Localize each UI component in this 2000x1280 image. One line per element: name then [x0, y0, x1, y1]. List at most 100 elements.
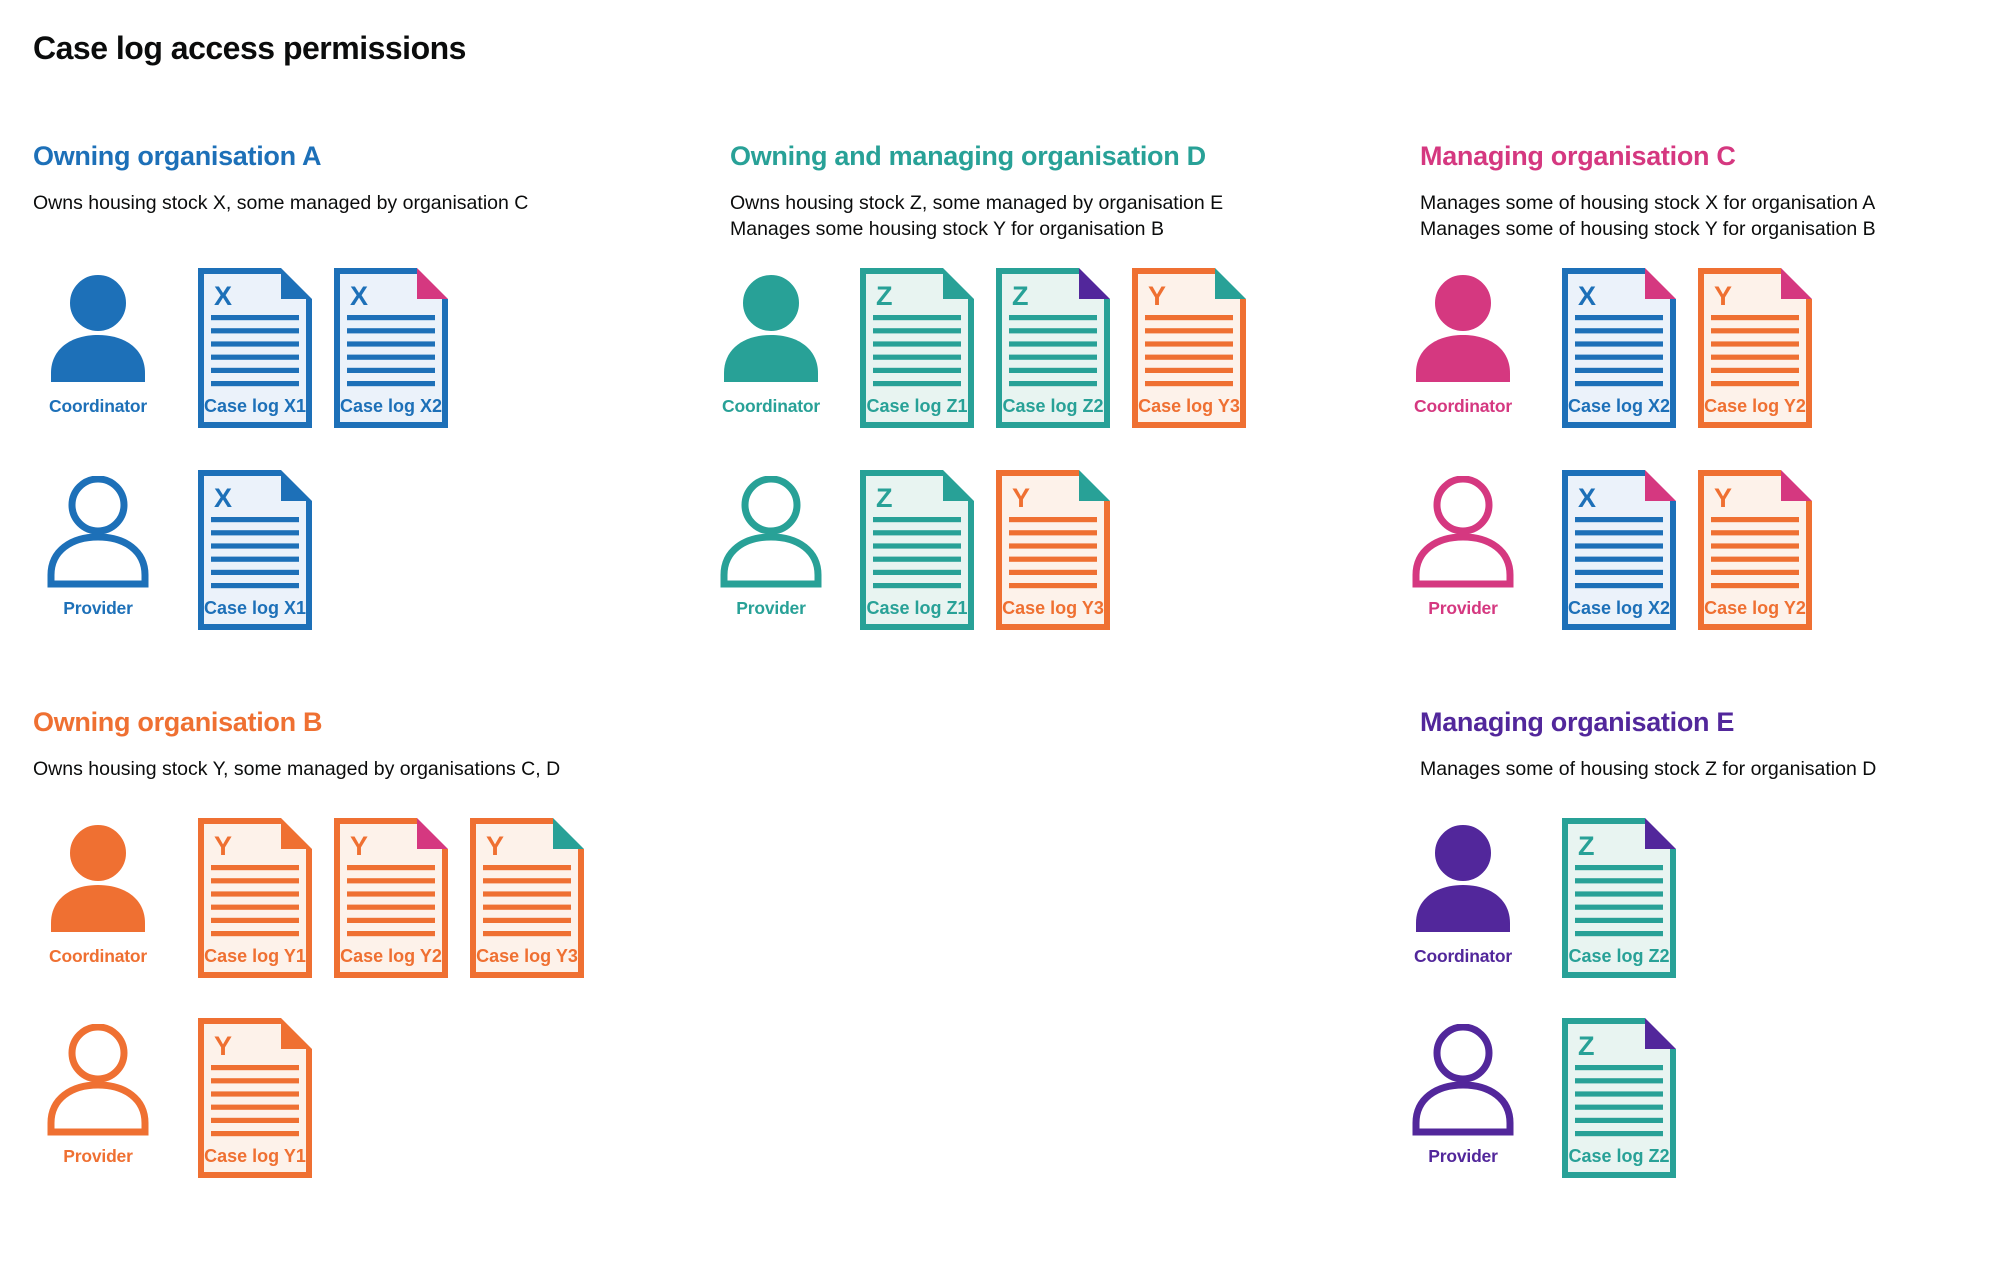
person-block: Coordinator — [1406, 824, 1520, 967]
section-title: Owning and managing organisation D — [730, 141, 1206, 171]
doc-line — [1575, 569, 1663, 575]
docs-group: Z Case log Z1 Z Case log Z2 Y Case log Y3 — [860, 268, 1246, 428]
doc-line — [873, 328, 961, 334]
doc-line — [1575, 583, 1663, 589]
doc-line — [1009, 517, 1097, 523]
person-head — [68, 476, 128, 535]
provider-row: Provider Z Case log Z1 Y Case log Y3 — [720, 470, 1350, 635]
provider-icon — [47, 1024, 149, 1136]
doc-page — [863, 271, 971, 425]
doc-line — [1575, 865, 1663, 871]
doc-fold-icon — [553, 818, 584, 849]
doc-fold-icon — [1645, 470, 1676, 501]
doc-page — [337, 271, 445, 425]
section-subtitle-line: Manages some housing stock Y for organis… — [730, 218, 1164, 240]
case-log-doc: Y Case log Y2 — [1698, 470, 1812, 630]
doc-fold-icon — [1079, 470, 1110, 501]
doc-fold-icon — [281, 1018, 312, 1049]
doc-border — [1562, 268, 1676, 428]
doc-label: Case log X2 — [1568, 396, 1670, 416]
org-section-d: Owning and managing organisation D Owns h… — [720, 140, 1350, 630]
doc-letter: Y — [214, 1031, 232, 1061]
doc-line — [347, 904, 435, 910]
doc-line — [1575, 367, 1663, 373]
docs-group: Z Case log Z2 — [1562, 818, 1676, 978]
case-log-doc: X Case log X1 — [198, 470, 312, 630]
doc-label: Case log Y3 — [1002, 598, 1104, 618]
doc-letter: Z — [876, 483, 893, 513]
case-log-doc: X Case log X1 — [198, 268, 312, 428]
doc-line — [211, 891, 299, 897]
doc-line — [211, 865, 299, 871]
role-label: Coordinator — [722, 396, 820, 416]
doc-label: Case log X2 — [340, 396, 442, 416]
doc-line — [347, 367, 435, 373]
doc-line — [347, 381, 435, 387]
doc-line — [1145, 341, 1233, 347]
doc-page — [1565, 821, 1673, 975]
case-log-doc: Z Case log Z2 — [1562, 1018, 1676, 1178]
doc-line — [211, 556, 299, 562]
role-label: Provider — [63, 598, 133, 618]
doc-page — [201, 821, 309, 975]
coordinator-icon — [724, 275, 818, 382]
doc-label: Case log X2 — [1568, 598, 1670, 618]
person-head — [70, 825, 126, 881]
doc-page — [999, 271, 1107, 425]
person-block: Provider — [1406, 1024, 1520, 1167]
person-head — [1433, 476, 1493, 535]
doc-line — [1009, 354, 1097, 360]
doc-label: Case log Y2 — [340, 946, 442, 966]
doc-line — [1575, 1117, 1663, 1123]
doc-line — [1711, 583, 1799, 589]
coordinator-row: Coordinator Z Case log Z1 Z Case log Z2 Y Case… — [722, 268, 1350, 433]
section-subtitle-line: Manages some of housing stock Y for orga… — [1420, 218, 1876, 240]
coordinator-icon — [51, 825, 145, 932]
doc-letter: Z — [1578, 831, 1595, 861]
coordinator-icon — [1416, 275, 1510, 382]
person-block: Coordinator — [1406, 274, 1520, 417]
doc-border — [996, 268, 1110, 428]
doc-line — [1145, 315, 1233, 321]
section-subtitle-line: Owns housing stock X, some managed by or… — [33, 192, 529, 214]
role-label: Provider — [1428, 1146, 1498, 1166]
section-title: Managing organisation E — [1420, 707, 1735, 737]
case-log-doc: X Case log X2 — [334, 268, 448, 428]
doc-line — [1575, 878, 1663, 884]
doc-line — [1711, 328, 1799, 334]
provider-row: Provider X Case log X1 — [33, 470, 653, 635]
doc-letter: Z — [876, 281, 893, 311]
docs-group: X Case log X2 Y Case log Y2 — [1562, 268, 1812, 428]
doc-label: Case log Y3 — [1138, 396, 1240, 416]
doc-letter: Y — [1148, 281, 1166, 311]
org-section-e: Managing organisation E Manages some of h… — [1412, 706, 2000, 1178]
doc-line — [873, 354, 961, 360]
doc-letter: Y — [1012, 483, 1030, 513]
doc-line — [873, 367, 961, 373]
doc-line — [1009, 341, 1097, 347]
doc-line — [1575, 917, 1663, 923]
case-log-doc: Z Case log Z1 — [860, 470, 974, 630]
doc-fold-icon — [943, 268, 974, 299]
doc-line — [211, 583, 299, 589]
doc-line — [1575, 315, 1663, 321]
doc-line — [211, 367, 299, 373]
doc-border — [996, 470, 1110, 630]
doc-line — [1711, 315, 1799, 321]
doc-line — [211, 878, 299, 884]
doc-border — [860, 268, 974, 428]
doc-line — [347, 315, 435, 321]
doc-label: Case log Y1 — [204, 946, 306, 966]
case-log-doc: Y Case log Y2 — [1698, 268, 1812, 428]
doc-line — [1575, 1091, 1663, 1097]
provider-icon — [1412, 476, 1514, 588]
doc-line — [1575, 543, 1663, 549]
doc-letter: Y — [214, 831, 232, 861]
doc-line — [873, 381, 961, 387]
doc-label: Case log Y2 — [1704, 598, 1806, 618]
doc-line — [1009, 583, 1097, 589]
doc-border — [1562, 818, 1676, 978]
doc-page — [201, 1021, 309, 1175]
provider-row: Provider X Case log X2 Y Case log Y2 — [1412, 470, 2000, 635]
doc-line — [1145, 381, 1233, 387]
